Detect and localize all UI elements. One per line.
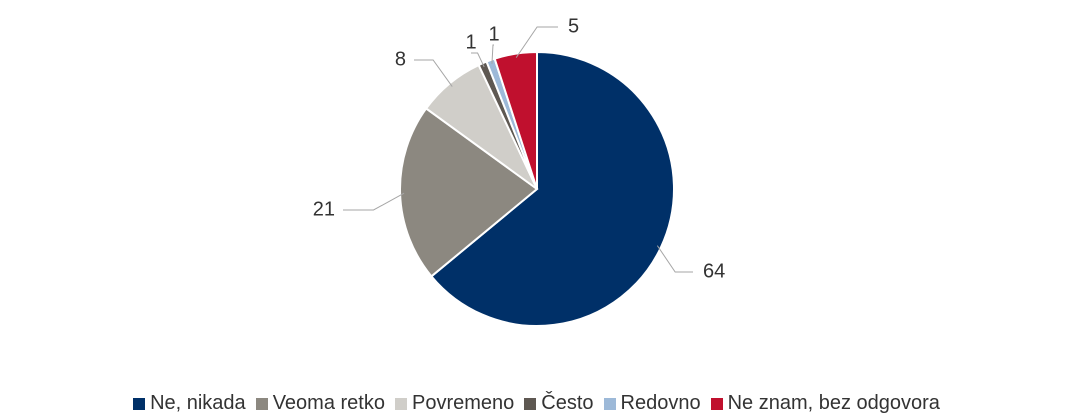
legend-swatch [603,397,616,410]
legend-swatch [255,397,268,410]
legend-swatch [133,397,146,410]
legend: Ne, nikada Veoma retko Povremeno Često Redov… [0,392,1073,415]
legend-swatch [710,397,723,410]
leader-line [515,26,558,58]
legend-label: Ne znam, bez odgovora [727,392,940,414]
legend-item: Često [524,392,594,415]
pie-area: 64 21 8 1 1 5 [313,15,725,327]
legend-item: Veoma retko [255,392,385,415]
leader-line [343,192,405,211]
data-label: 64 [703,260,725,282]
legend-label: Često [541,392,594,414]
legend-item: Ne znam, bez odgovora [710,392,940,415]
data-label: 5 [568,15,579,37]
legend-item: Povremeno [394,392,515,415]
legend-label: Redovno [620,392,701,414]
data-label: 1 [488,23,499,45]
legend-label: Veoma retko [272,392,385,414]
legend-item: Redovno [603,392,701,415]
data-label: 21 [313,198,335,220]
legend-swatch [394,397,407,410]
legend-label: Ne, nikada [150,392,246,414]
leader-line [414,59,453,87]
leader-line [656,245,693,273]
pie-slice [430,50,675,327]
legend-swatch [524,397,537,410]
leader-line [491,44,494,64]
leader-line [471,52,485,68]
legend-item: Ne, nikada [133,392,246,415]
data-label: 8 [395,48,406,70]
pie-slice [493,50,538,190]
pie-slice [399,107,539,278]
legend-label: Povremeno [411,392,515,414]
data-label: 1 [465,31,476,53]
